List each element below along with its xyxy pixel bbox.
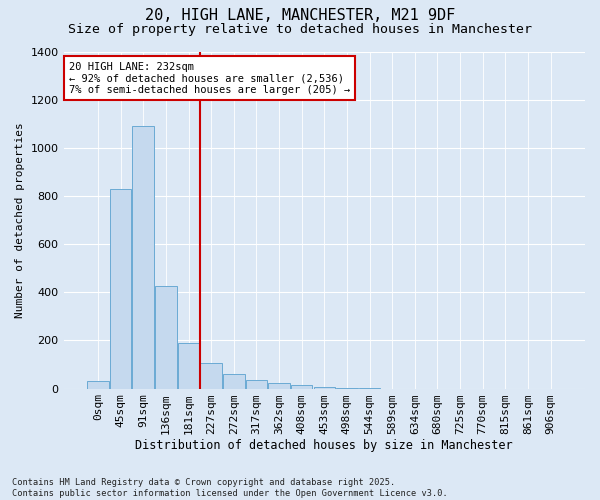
Bar bbox=[110, 188, 131, 388]
Text: Size of property relative to detached houses in Manchester: Size of property relative to detached ho… bbox=[68, 22, 532, 36]
Text: 20 HIGH LANE: 232sqm
← 92% of detached houses are smaller (2,536)
7% of semi-det: 20 HIGH LANE: 232sqm ← 92% of detached h… bbox=[69, 62, 350, 95]
Y-axis label: Number of detached properties: Number of detached properties bbox=[15, 122, 25, 318]
X-axis label: Distribution of detached houses by size in Manchester: Distribution of detached houses by size … bbox=[136, 440, 513, 452]
Text: 20, HIGH LANE, MANCHESTER, M21 9DF: 20, HIGH LANE, MANCHESTER, M21 9DF bbox=[145, 8, 455, 22]
Bar bbox=[268, 382, 290, 388]
Text: Contains HM Land Registry data © Crown copyright and database right 2025.
Contai: Contains HM Land Registry data © Crown c… bbox=[12, 478, 448, 498]
Bar bbox=[178, 343, 199, 388]
Bar bbox=[133, 126, 154, 388]
Bar bbox=[155, 286, 176, 388]
Bar bbox=[200, 364, 222, 388]
Bar bbox=[291, 385, 313, 388]
Bar bbox=[245, 380, 267, 388]
Bar bbox=[87, 382, 109, 388]
Bar bbox=[223, 374, 245, 388]
